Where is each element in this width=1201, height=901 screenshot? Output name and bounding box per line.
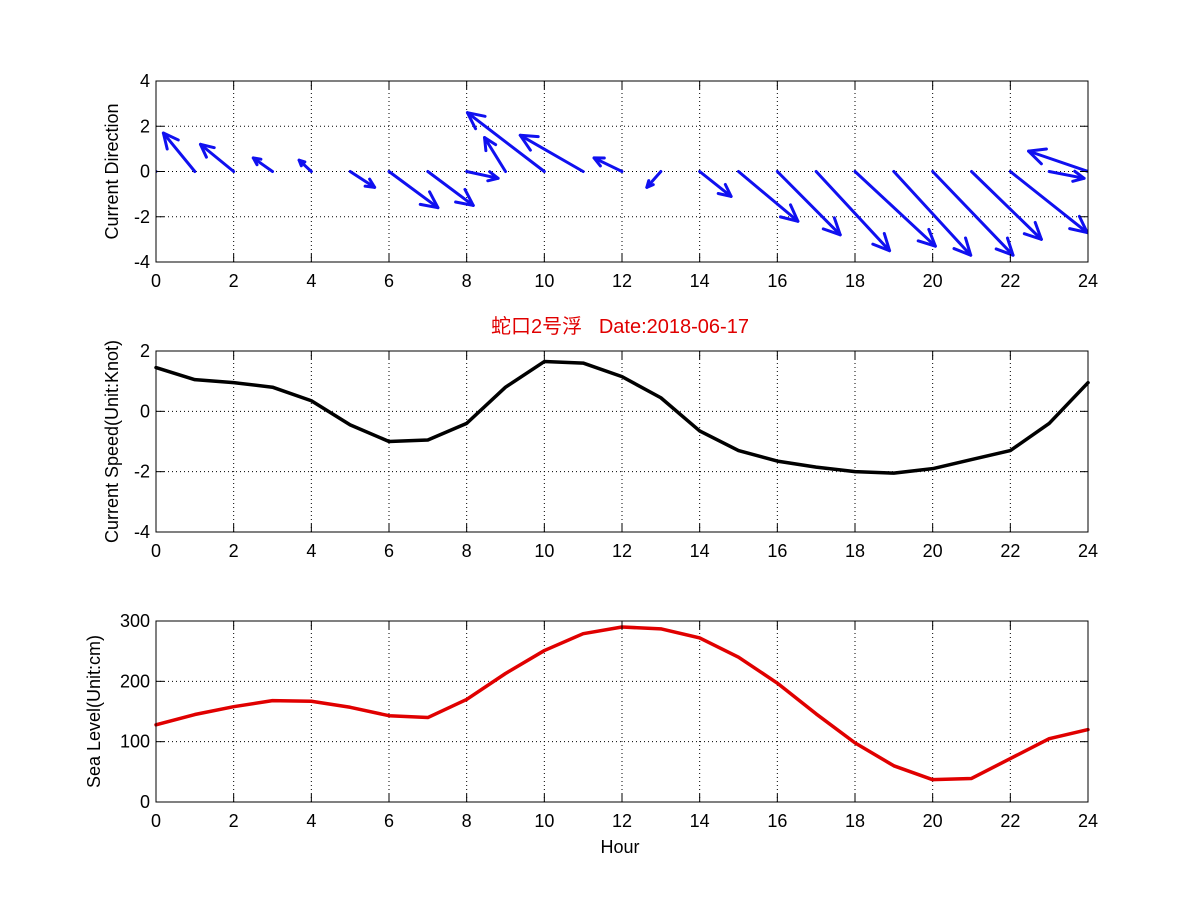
speed-y-tick-label: 0 <box>140 401 150 421</box>
speed-x-tick-label: 14 <box>690 541 710 561</box>
direction-x-tick-label: 20 <box>923 271 943 291</box>
direction-arrow <box>775 170 842 237</box>
sea-level-y-tick-label: 300 <box>120 611 150 631</box>
direction-y-tick-label: 2 <box>140 116 150 136</box>
direction-arrow <box>645 170 663 189</box>
sea-level-y-tick-label: 0 <box>140 792 150 812</box>
direction-x-tick-label: 8 <box>462 271 472 291</box>
speed-x-tick-label: 18 <box>845 541 865 561</box>
direction-arrow <box>892 170 973 257</box>
direction-arrow <box>387 170 440 210</box>
direction-x-tick-label: 22 <box>1000 271 1020 291</box>
direction-arrow <box>698 170 733 198</box>
direction-arrow <box>156 169 158 173</box>
direction-arrow <box>161 131 197 173</box>
direction-arrow <box>198 142 236 173</box>
speed-x-tick-label: 22 <box>1000 541 1020 561</box>
chart-title: 蛇口2号浮 Date:2018-06-17 <box>491 315 749 338</box>
direction-x-tick-label: 6 <box>384 271 394 291</box>
direction-x-tick-label: 16 <box>767 271 787 291</box>
sea-level-y-tick-label: 200 <box>120 671 150 691</box>
speed-y-tick-label: -2 <box>134 462 150 482</box>
sea-level-x-tick-label: 4 <box>306 811 316 831</box>
direction-y-axis-label: Current Direction <box>102 103 122 239</box>
direction-x-tick-label: 14 <box>690 271 710 291</box>
speed-x-tick-label: 24 <box>1078 541 1098 561</box>
direction-arrow <box>931 170 1015 257</box>
direction-arrow <box>518 133 585 173</box>
sea-level-x-tick-label: 14 <box>690 811 710 831</box>
current-speed-chart: 0 2 4 6 8 10 12 14 16 18 20 22 24 -4-202 Current Spe… <box>102 340 1098 561</box>
speed-y-axis-label: Current Speed(Unit:Knot) <box>102 340 122 543</box>
direction-arrow <box>465 111 546 173</box>
sea-level-x-tick-label: 8 <box>462 811 472 831</box>
x-axis-label: Hour <box>600 837 639 857</box>
sea-level-x-tick-label: 16 <box>767 811 787 831</box>
sea-level-y-axis-label: Sea Level(Unit:cm) <box>84 635 104 788</box>
direction-x-tick-label: 2 <box>229 271 239 291</box>
speed-x-tick-label: 2 <box>229 541 239 561</box>
direction-x-tick-label: 4 <box>306 271 316 291</box>
sea-level-x-tick-label: 6 <box>384 811 394 831</box>
sea-level-y-tick-label: 100 <box>120 732 150 752</box>
sea-level-x-tick-label: 20 <box>923 811 943 831</box>
speed-x-tick-label: 6 <box>384 541 394 561</box>
direction-arrow <box>426 170 475 207</box>
direction-y-tick-label: 0 <box>140 162 150 182</box>
direction-x-tick-label: 18 <box>845 271 865 291</box>
sea-level-x-tick-label: 22 <box>1000 811 1020 831</box>
direction-x-tick-label: 24 <box>1078 271 1098 291</box>
direction-arrow <box>592 156 624 173</box>
speed-y-tick-label: -4 <box>134 522 150 542</box>
direction-arrow <box>1008 170 1088 235</box>
direction-arrow <box>465 170 500 183</box>
direction-arrow <box>853 170 937 248</box>
direction-arrow <box>483 136 507 173</box>
direction-arrow <box>814 170 892 253</box>
direction-y-tick-label: 4 <box>140 71 150 91</box>
sea-level-x-tick-label: 10 <box>534 811 554 831</box>
direction-y-tick-label: -4 <box>134 252 150 272</box>
speed-x-tick-label: 16 <box>767 541 787 561</box>
direction-arrow <box>1047 169 1086 183</box>
direction-arrow <box>297 158 313 173</box>
direction-arrow <box>970 170 1043 241</box>
speed-x-tick-label: 8 <box>462 541 472 561</box>
direction-y-tick-label: -2 <box>134 207 150 227</box>
speed-series-line <box>154 359 1090 475</box>
direction-x-tick-label: 12 <box>612 271 632 291</box>
speed-y-tick-label: 2 <box>140 341 150 361</box>
speed-x-tick-label: 12 <box>612 541 632 561</box>
direction-x-tick-label: 10 <box>534 271 554 291</box>
direction-arrow <box>348 170 377 189</box>
speed-x-tick-label: 4 <box>306 541 316 561</box>
speed-x-tick-label: 0 <box>151 541 161 561</box>
direction-arrow <box>1027 147 1088 173</box>
sea-level-x-tick-label: 24 <box>1078 811 1098 831</box>
speed-x-tick-label: 10 <box>534 541 554 561</box>
speed-x-tick-label: 20 <box>923 541 943 561</box>
direction-arrow <box>251 156 274 173</box>
sea-level-x-tick-label: 2 <box>229 811 239 831</box>
sea-level-x-tick-label: 0 <box>151 811 161 831</box>
direction-arrow <box>737 170 800 223</box>
direction-x-tick-label: 0 <box>151 271 161 291</box>
sea-level-x-tick-label: 18 <box>845 811 865 831</box>
sea-level-x-tick-label: 12 <box>612 811 632 831</box>
